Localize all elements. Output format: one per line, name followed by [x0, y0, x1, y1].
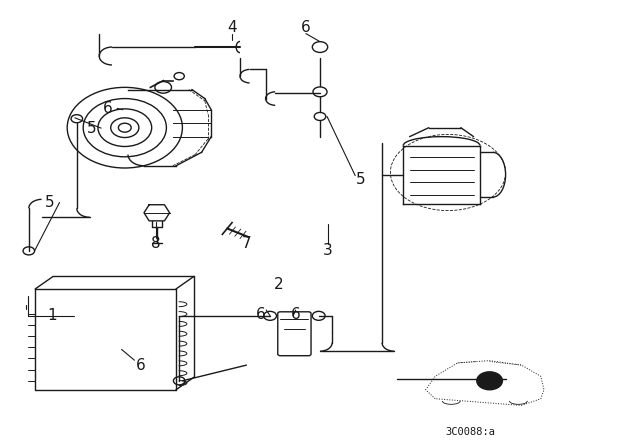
- Text: 6: 6: [291, 307, 301, 322]
- Text: 3C0088:a: 3C0088:a: [445, 427, 495, 437]
- Text: 5: 5: [45, 195, 55, 210]
- Text: 8: 8: [151, 236, 161, 251]
- Text: 6: 6: [256, 307, 266, 322]
- Text: 1: 1: [47, 308, 58, 323]
- Text: 5: 5: [86, 121, 97, 136]
- Text: 6: 6: [136, 358, 146, 373]
- Text: 4: 4: [227, 20, 237, 35]
- Text: 3: 3: [323, 243, 333, 258]
- Text: 7: 7: [241, 236, 252, 251]
- Text: 6: 6: [301, 20, 311, 35]
- Circle shape: [477, 372, 502, 390]
- Circle shape: [118, 123, 131, 132]
- Text: 5: 5: [355, 172, 365, 187]
- Text: 2: 2: [273, 277, 284, 292]
- Text: 6: 6: [102, 101, 113, 116]
